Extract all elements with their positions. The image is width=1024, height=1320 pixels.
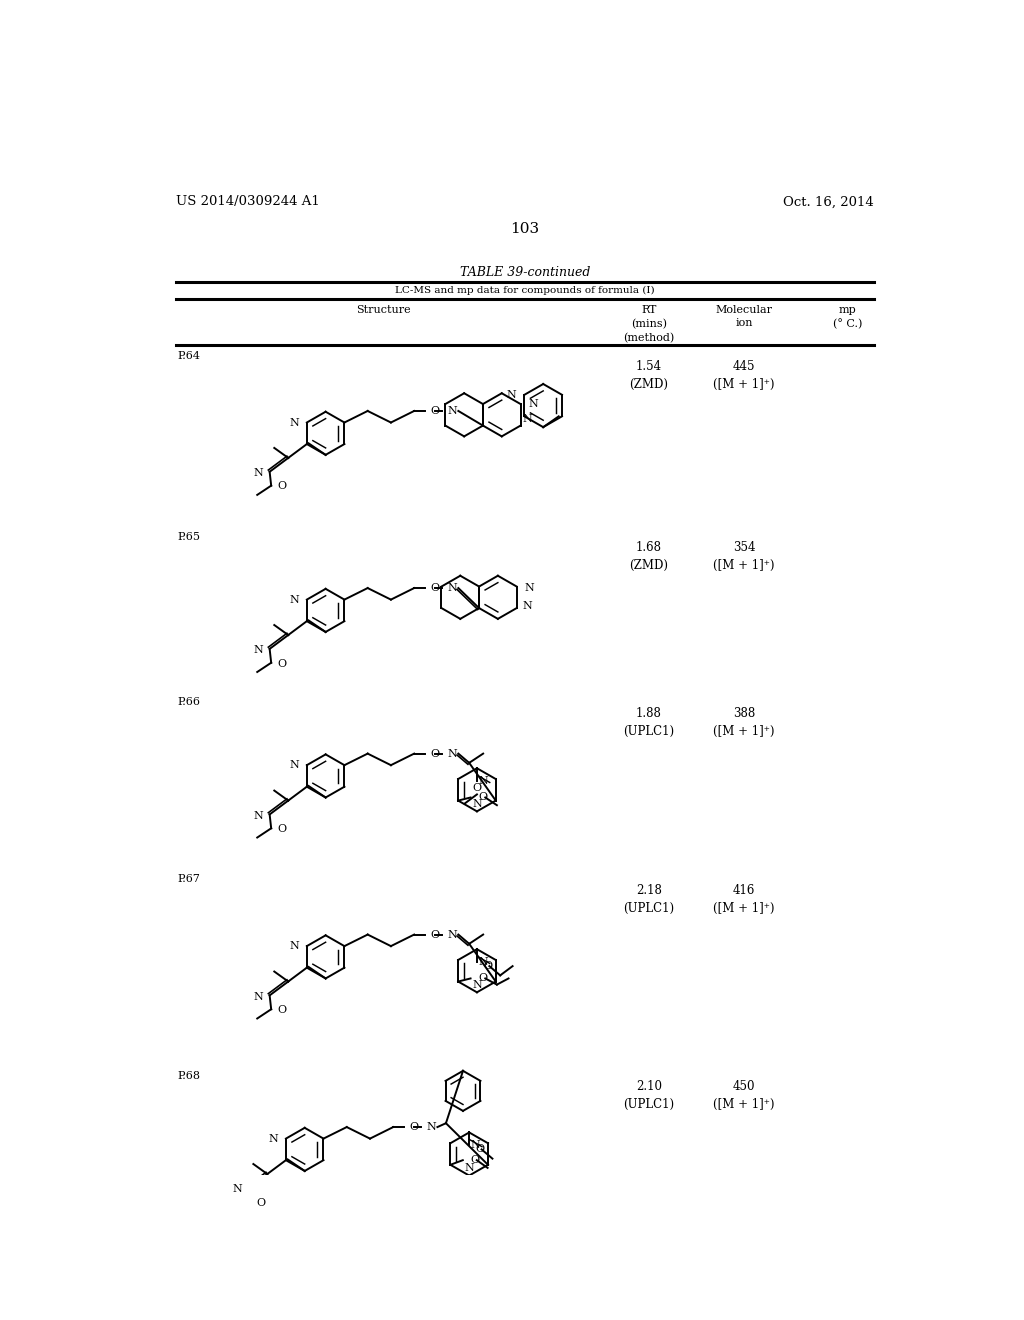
Text: TABLE 39-continued: TABLE 39-continued [460,267,590,280]
Text: O: O [278,824,287,834]
Text: N: N [254,991,263,1002]
Text: 416
([M + 1]⁺): 416 ([M + 1]⁺) [714,884,775,915]
Text: N: N [232,1184,243,1195]
Text: N: N [254,469,263,478]
Text: N: N [470,1139,480,1150]
Text: N: N [427,1122,436,1133]
Text: N: N [290,594,299,605]
Text: O: O [278,482,287,491]
Text: O: O [256,1197,265,1208]
Text: N: N [522,414,531,425]
Text: N: N [254,810,263,821]
Text: 103: 103 [510,222,540,235]
Text: N: N [447,929,458,940]
Text: 445
([M + 1]⁺): 445 ([M + 1]⁺) [714,360,775,391]
Text: O: O [478,973,487,983]
Text: O: O [278,659,287,668]
Text: O: O [430,929,439,940]
Text: 1.68
(ZMD): 1.68 (ZMD) [630,541,669,572]
Text: N: N [472,799,482,809]
Text: O: O [478,792,487,803]
Text: 450
([M + 1]⁺): 450 ([M + 1]⁺) [714,1080,775,1111]
Text: N: N [523,601,532,611]
Text: LC-MS and mp data for compounds of formula (I): LC-MS and mp data for compounds of formu… [395,285,654,294]
Text: 354
([M + 1]⁺): 354 ([M + 1]⁺) [714,541,775,572]
Text: 2.18
(UPLC1): 2.18 (UPLC1) [624,884,675,915]
Text: P.66: P.66 [177,697,201,708]
Text: US 2014/0309244 A1: US 2014/0309244 A1 [176,195,319,209]
Text: 1.54
(ZMD): 1.54 (ZMD) [630,360,669,391]
Text: O: O [471,1155,479,1166]
Text: N: N [254,645,263,656]
Text: mp
(° C.): mp (° C.) [833,305,862,329]
Text: 388
([M + 1]⁺): 388 ([M + 1]⁺) [714,706,775,738]
Text: 1.88
(UPLC1): 1.88 (UPLC1) [624,706,675,738]
Text: N: N [447,748,458,759]
Text: N: N [464,1163,474,1173]
Text: N: N [478,776,488,785]
Text: N: N [290,417,299,428]
Text: O: O [483,961,493,972]
Text: N: N [524,583,535,593]
Text: N: N [507,389,517,400]
Text: P.64: P.64 [177,351,201,360]
Text: P.67: P.67 [177,875,201,884]
Text: P.68: P.68 [177,1071,201,1081]
Text: O: O [278,1005,287,1015]
Text: 2.10
(UPLC1): 2.10 (UPLC1) [624,1080,675,1111]
Text: O: O [430,748,439,759]
Text: N: N [290,760,299,770]
Text: P.65: P.65 [177,532,201,541]
Text: N: N [268,1134,279,1143]
Text: RT
(mins)
(method): RT (mins) (method) [624,305,675,343]
Text: Structure: Structure [356,305,411,314]
Text: O: O [410,1122,419,1133]
Text: N: N [447,583,458,593]
Text: N: N [478,957,488,966]
Text: O: O [472,783,481,793]
Text: N: N [528,399,538,409]
Text: Molecular
ion: Molecular ion [716,305,773,329]
Text: O: O [430,407,439,416]
Text: O: O [430,583,439,593]
Text: N: N [290,941,299,952]
Text: O: O [475,1144,484,1155]
Text: N: N [447,407,458,416]
Text: N: N [472,979,482,990]
Text: Oct. 16, 2014: Oct. 16, 2014 [782,195,873,209]
